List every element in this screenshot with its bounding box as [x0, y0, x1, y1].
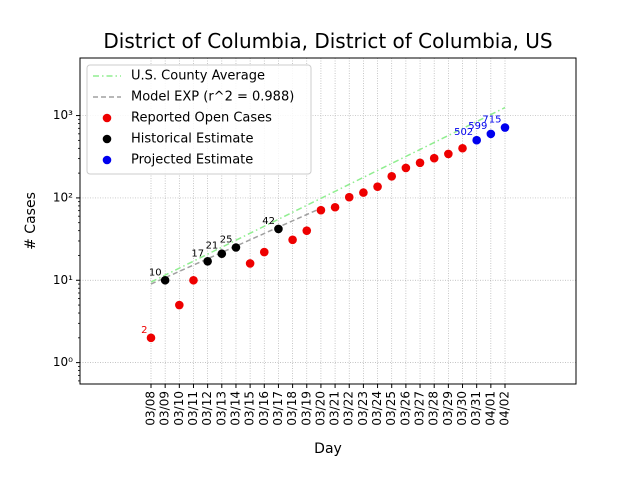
x-tick-label: 03/17: [271, 391, 285, 426]
x-tick-label: 03/10: [172, 391, 186, 426]
x-tick-label: 03/21: [328, 391, 342, 426]
y-tick-label: 10²: [53, 190, 73, 204]
y-axis-label: # Cases: [23, 192, 39, 250]
data-points: [146, 123, 510, 343]
legend-label: Model EXP (r^2 = 0.988): [131, 90, 294, 105]
x-tick-label: 03/25: [384, 391, 398, 426]
series-line: [150, 207, 322, 285]
data-point: [415, 158, 425, 168]
legend-swatch: [102, 113, 112, 123]
x-tick-label: 03/30: [455, 391, 469, 426]
data-point: [486, 129, 496, 139]
data-point: [401, 163, 411, 173]
data-point: [359, 188, 368, 197]
x-tick-label: 03/19: [299, 391, 313, 426]
x-axis-ticks: 03/08 03/09 03/10 03/11 03/12 03/13 03/14 03/15…: [144, 384, 512, 426]
data-label: 2: [141, 325, 147, 336]
x-axis-label: Day: [314, 441, 342, 457]
y-axis-ticks: 10⁰ 10¹ 10² 10³: [53, 108, 80, 382]
y-tick-label: 10³: [53, 108, 73, 122]
data-point: [316, 205, 326, 215]
data-label: 599: [468, 121, 487, 132]
data-point: [302, 226, 312, 235]
x-tick-label: 03/20: [313, 391, 327, 426]
data-point: [330, 202, 340, 212]
series-lines: [150, 106, 506, 285]
x-tick-label: 03/31: [469, 391, 483, 426]
data-point: [231, 243, 241, 252]
legend: U.S. County Average Model EXP (r^2 = 0.98…: [86, 64, 312, 175]
data-point: [458, 143, 467, 153]
data-point: [259, 247, 269, 257]
x-tick-label: 03/15: [243, 391, 257, 426]
data-point: [387, 172, 397, 181]
data-point: [245, 259, 255, 268]
legend-label: Reported Open Cases: [131, 111, 272, 126]
x-tick-label: 03/13: [214, 391, 228, 426]
legend-swatch: [102, 134, 112, 144]
data-point: [472, 135, 481, 145]
series-line: [150, 106, 506, 283]
data-point: [429, 153, 439, 163]
legend-label: U.S. County Average: [131, 69, 265, 84]
data-point: [203, 256, 212, 266]
x-tick-label: 03/24: [370, 391, 384, 426]
data-label: 10: [149, 267, 162, 278]
data-point: [217, 249, 227, 259]
x-tick-label: 03/22: [342, 391, 356, 426]
x-tick-label: 03/27: [413, 391, 427, 426]
data-label: 715: [482, 115, 501, 126]
legend-box: [86, 64, 312, 175]
x-tick-label: 03/16: [257, 391, 271, 426]
data-point: [500, 123, 510, 132]
x-tick-label: 03/26: [398, 391, 412, 426]
data-point: [373, 182, 382, 191]
x-tick-label: 03/12: [200, 391, 214, 426]
data-label: 502: [454, 127, 473, 138]
data-point: [175, 300, 184, 310]
x-tick-label: 04/01: [483, 391, 497, 426]
data-point: [160, 275, 170, 285]
plot-frame: [79, 57, 577, 385]
legend-swatch: [102, 155, 112, 165]
x-tick-label: 03/11: [186, 391, 200, 426]
data-point: [344, 192, 354, 202]
x-tick-label: 03/18: [285, 391, 299, 426]
data-point: [189, 275, 198, 285]
data-label: 42: [262, 216, 275, 227]
data-label: 21: [206, 241, 219, 252]
data-label: 17: [191, 248, 204, 259]
data-point: [444, 149, 453, 159]
y-tick-label: 10¹: [53, 273, 73, 287]
x-tick-label: 03/29: [441, 391, 455, 426]
x-tick-label: 03/08: [144, 391, 158, 426]
chart-title: District of Columbia, District of Columb…: [103, 29, 552, 53]
legend-label: Historical Estimate: [131, 132, 253, 147]
data-point: [146, 333, 156, 343]
data-point: [274, 224, 283, 234]
y-tick-label: 10⁰: [53, 355, 73, 369]
data-point: [288, 235, 297, 245]
x-tick-label: 03/09: [158, 391, 172, 426]
x-tick-label: 03/28: [427, 391, 441, 426]
data-label: 25: [220, 234, 233, 245]
legend-label: Projected Estimate: [131, 153, 253, 168]
x-tick-label: 04/02: [498, 391, 512, 426]
x-tick-label: 03/23: [356, 391, 370, 426]
x-tick-label: 03/14: [228, 391, 242, 426]
